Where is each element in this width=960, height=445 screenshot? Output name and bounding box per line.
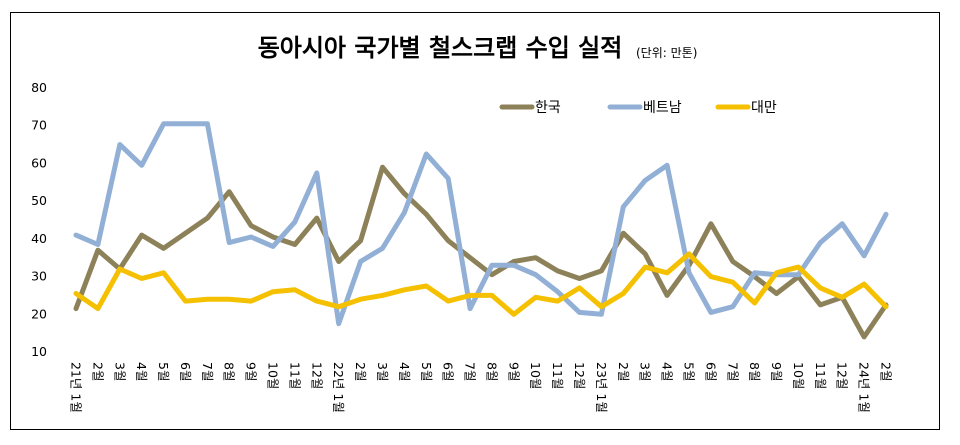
x-tick-label: 9월: [244, 362, 259, 381]
x-tick-label: 9월: [506, 362, 521, 381]
x-tick-label: 4월: [397, 362, 412, 381]
y-tick-label: 70: [31, 118, 47, 133]
x-tick-label: 10월: [791, 362, 806, 389]
x-tick-label: 3월: [638, 362, 653, 381]
x-tick-label: 2월: [879, 362, 894, 381]
x-tick-label: 6월: [441, 362, 456, 381]
y-tick-label: 30: [31, 269, 47, 284]
x-tick-label: 7월: [725, 362, 740, 381]
x-tick-label: 24년 1월: [857, 362, 872, 413]
x-tick-label: 9월: [769, 362, 784, 381]
y-tick-label: 40: [31, 231, 47, 246]
series-line-0: [73, 164, 889, 340]
x-tick-label: 10월: [528, 362, 543, 389]
x-tick-label: 11월: [550, 362, 565, 389]
x-tick-label: 8월: [222, 362, 237, 381]
series-line-1: [73, 121, 889, 327]
y-tick-label: 10: [31, 344, 47, 359]
x-tick-label: 10월: [266, 362, 281, 389]
x-tick-label: 8월: [484, 362, 499, 381]
y-axis: 10 20 30 40 50 60 70 80: [31, 80, 47, 359]
x-tick-label: 5월: [419, 362, 434, 381]
x-tick-label: 11월: [287, 362, 302, 389]
x-tick-label: 11월: [813, 362, 828, 389]
x-tick-label: 4월: [134, 362, 149, 381]
x-tick-label: 2월: [90, 362, 105, 381]
x-tick-label: 2월: [353, 362, 368, 381]
x-tick-label: 8월: [747, 362, 762, 381]
x-tick-label: 7월: [200, 362, 215, 381]
x-axis: 21년 1월 2월 3월 4월 5월 6월 7월 8월 9월 10월 11월 12월 22년 1월 2월 3…: [69, 362, 894, 413]
series-line-2: [73, 251, 889, 317]
x-tick-label: 2월: [616, 362, 631, 381]
y-tick-label: 50: [31, 193, 47, 208]
x-tick-label: 7월: [463, 362, 478, 381]
x-tick-label: 6월: [703, 362, 718, 381]
x-tick-label: 12월: [572, 362, 587, 389]
x-tick-label: 22년 1월: [331, 362, 346, 413]
legend-label: 한국: [535, 100, 561, 116]
y-tick-label: 60: [31, 155, 47, 170]
x-tick-label: 23년 1월: [594, 362, 609, 413]
x-tick-label: 3월: [375, 362, 390, 381]
x-tick-label: 21년 1월: [69, 362, 84, 413]
x-tick-label: 12월: [835, 362, 850, 389]
x-tick-label: 5월: [681, 362, 696, 381]
x-tick-label: 5월: [156, 362, 171, 381]
x-tick-label: 4월: [660, 362, 675, 381]
chart-unit: (단위: 만톤): [636, 46, 697, 60]
series-lines: [73, 121, 889, 340]
y-tick-label: 20: [31, 306, 47, 321]
x-tick-label: 6월: [178, 362, 193, 381]
legend-label: 대만: [751, 100, 777, 116]
chart-frame: [10, 12, 940, 430]
x-tick-label: 3월: [112, 362, 127, 381]
chart-title: 동아시아 국가별 철스크랩 수입 실적: [258, 34, 623, 62]
legend-label: 베트남: [643, 100, 682, 116]
x-tick-label: 12월: [309, 362, 324, 389]
y-tick-label: 80: [31, 80, 47, 95]
legend: 한국 베트남 대만: [499, 100, 777, 116]
